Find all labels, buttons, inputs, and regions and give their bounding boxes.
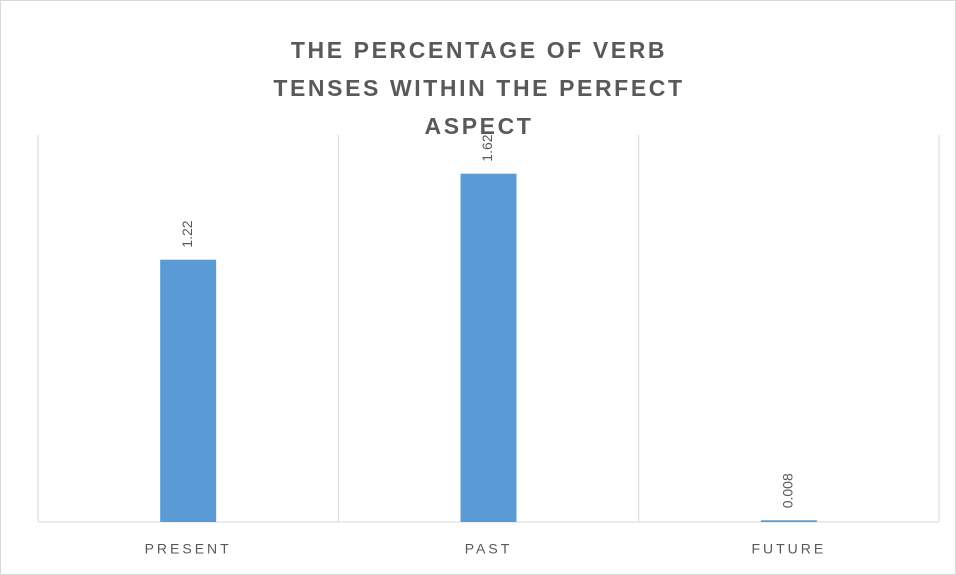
data-label: 1.22 <box>179 220 195 247</box>
chart-title: THE PERCENTAGE OF VERB TENSES WITHIN THE… <box>273 37 685 139</box>
x-tick-label: PRESENT <box>145 541 232 557</box>
data-label: 0.008 <box>780 473 796 508</box>
bar <box>460 173 517 522</box>
bar <box>760 520 817 522</box>
x-tick-label: FUTURE <box>751 541 826 557</box>
x-tick-label: PAST <box>465 541 513 557</box>
data-label: 1.62 <box>479 134 495 161</box>
bar <box>160 259 217 522</box>
